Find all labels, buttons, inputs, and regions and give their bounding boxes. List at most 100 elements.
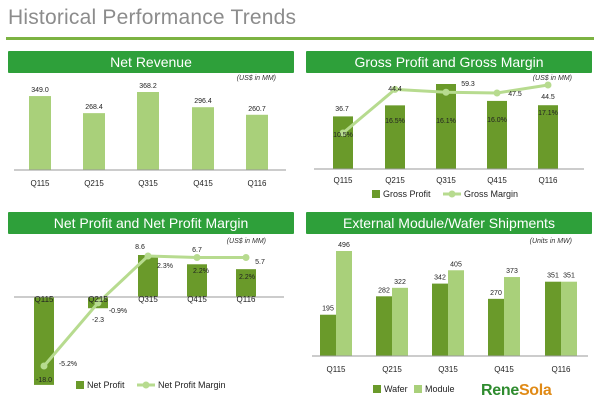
net-margin-point <box>144 252 152 260</box>
shipments-header: External Module/Wafer Shipments <box>306 212 592 234</box>
revenue-value-label: 349.0 <box>31 87 49 94</box>
legend-marker-net-margin <box>142 381 150 389</box>
net-margin-point <box>40 362 48 370</box>
gross-margin-value-label: 17.1% <box>538 110 558 117</box>
legend-swatch-net-profit <box>76 381 84 389</box>
net-profit-value-label: -18.0 <box>36 377 52 384</box>
revenue-value-label: 268.4 <box>85 104 103 111</box>
net-margin-value-label: -5.2% <box>59 361 77 368</box>
revenue-bar-q116 <box>246 114 268 170</box>
wafer-bar-q415 <box>488 298 504 356</box>
x-tick-label: Q415 <box>187 295 207 304</box>
net-profit-value-label: 8.6 <box>135 244 145 251</box>
module-bar-q116 <box>561 281 577 356</box>
gross-profit-bar-q315 <box>436 84 456 169</box>
x-tick-label: Q116 <box>237 295 257 304</box>
slide-title: Historical Performance Trends <box>8 6 297 29</box>
x-tick-label: Q115 <box>31 179 51 188</box>
module-value-label: 322 <box>394 279 406 286</box>
gross-profit-value-label: 44.5 <box>541 94 555 101</box>
module-value-label: 351 <box>563 273 575 280</box>
gross-margin-point <box>544 81 552 89</box>
gross-margin-value-label: 16.0% <box>487 117 507 124</box>
x-tick-label: Q415 <box>193 179 213 188</box>
x-tick-label: Q415 <box>487 176 507 185</box>
gross-profit-unit-note: (US$ in MM) <box>533 75 572 82</box>
legend-label-wafer: Wafer <box>384 384 408 394</box>
legend-marker-gross-margin <box>448 190 456 198</box>
gross-profit-value-label: 59.3 <box>461 81 475 88</box>
x-tick-label: Q215 <box>84 179 104 188</box>
wafer-bar-q116 <box>545 281 561 356</box>
wafer-value-label: 270 <box>490 290 502 297</box>
wafer-bar-q115 <box>320 314 336 356</box>
x-tick-label: Q116 <box>539 176 559 185</box>
module-value-label: 405 <box>450 261 462 268</box>
net-profit-value-label: 5.7 <box>255 259 265 266</box>
x-tick-label: Q215 <box>382 365 402 374</box>
x-tick-label: Q315 <box>438 365 458 374</box>
wafer-bar-q215 <box>376 296 392 356</box>
x-tick-label: Q115 <box>327 365 347 374</box>
revenue-bar-q315 <box>137 92 159 170</box>
gross-margin-point <box>391 85 399 93</box>
revenue-bar-q415 <box>192 107 214 170</box>
x-tick-label: Q116 <box>552 365 572 374</box>
gross-margin-value-label: 10.5% <box>333 132 353 139</box>
x-tick-label: Q315 <box>436 176 456 185</box>
x-tick-label: Q116 <box>248 179 268 188</box>
legend-label-net-margin: Net Profit Margin <box>158 380 226 390</box>
wafer-value-label: 195 <box>322 306 334 313</box>
revenue-bar-q215 <box>83 113 105 170</box>
gross-profit-value-label: 44.4 <box>388 86 402 93</box>
legend-label-module: Module <box>425 384 455 394</box>
wafer-value-label: 351 <box>547 273 559 280</box>
title-rule <box>6 37 594 40</box>
gross-profit-value-label: 36.7 <box>335 106 349 113</box>
gross-profit-value-label: 47.5 <box>508 91 522 98</box>
net-revenue-header: Net Revenue <box>8 51 294 73</box>
gross-margin-value-label: 16.1% <box>436 118 456 125</box>
legend-label-gross-margin: Gross Margin <box>464 189 518 199</box>
revenue-value-label: 368.2 <box>139 83 157 90</box>
revenue-value-label: 260.7 <box>248 106 266 113</box>
net-margin-point <box>193 253 201 261</box>
x-tick-label: Q115 <box>334 176 354 185</box>
gross-margin-point <box>493 89 501 97</box>
x-tick-label: Q415 <box>494 365 514 374</box>
renesola-logo: ReneSola <box>481 382 552 399</box>
gross-profit-bar-q116 <box>538 105 558 169</box>
legend-swatch-module <box>414 385 422 393</box>
module-value-label: 496 <box>338 242 350 249</box>
module-bar-q315 <box>448 270 464 356</box>
legend-label-net-profit: Net Profit <box>87 380 125 390</box>
x-tick-label: Q215 <box>385 176 405 185</box>
net-profit-unit-note: (US$ in MM) <box>227 238 266 245</box>
module-bar-q415 <box>504 277 520 356</box>
net-revenue-unit-note: (US$ in MM) <box>237 75 276 82</box>
gross-margin-point <box>442 88 450 96</box>
x-tick-label: Q315 <box>138 179 158 188</box>
gross-profit-header: Gross Profit and Gross Margin <box>306 51 592 73</box>
x-tick-label: Q215 <box>88 295 108 304</box>
net-profit-value-label: -2.3 <box>92 317 104 324</box>
net-profit-bar-q415 <box>187 264 207 297</box>
legend-swatch-gross-profit <box>372 190 380 198</box>
shipments-unit-note: (Units in MW) <box>530 238 572 245</box>
legend-swatch-wafer <box>373 385 381 393</box>
wafer-value-label: 282 <box>378 287 390 294</box>
net-margin-value-label: 2.2% <box>239 274 255 281</box>
module-value-label: 373 <box>506 268 518 275</box>
wafer-value-label: 342 <box>434 275 446 282</box>
gross-margin-point <box>339 129 347 137</box>
x-tick-label: Q115 <box>35 295 55 304</box>
net-margin-point <box>94 299 102 307</box>
gross-profit-bar-q215 <box>385 105 405 169</box>
net-profit-value-label: 6.7 <box>192 247 202 254</box>
gross-profit-bar-q415 <box>487 100 507 169</box>
net-margin-value-label: -0.9% <box>109 308 127 315</box>
